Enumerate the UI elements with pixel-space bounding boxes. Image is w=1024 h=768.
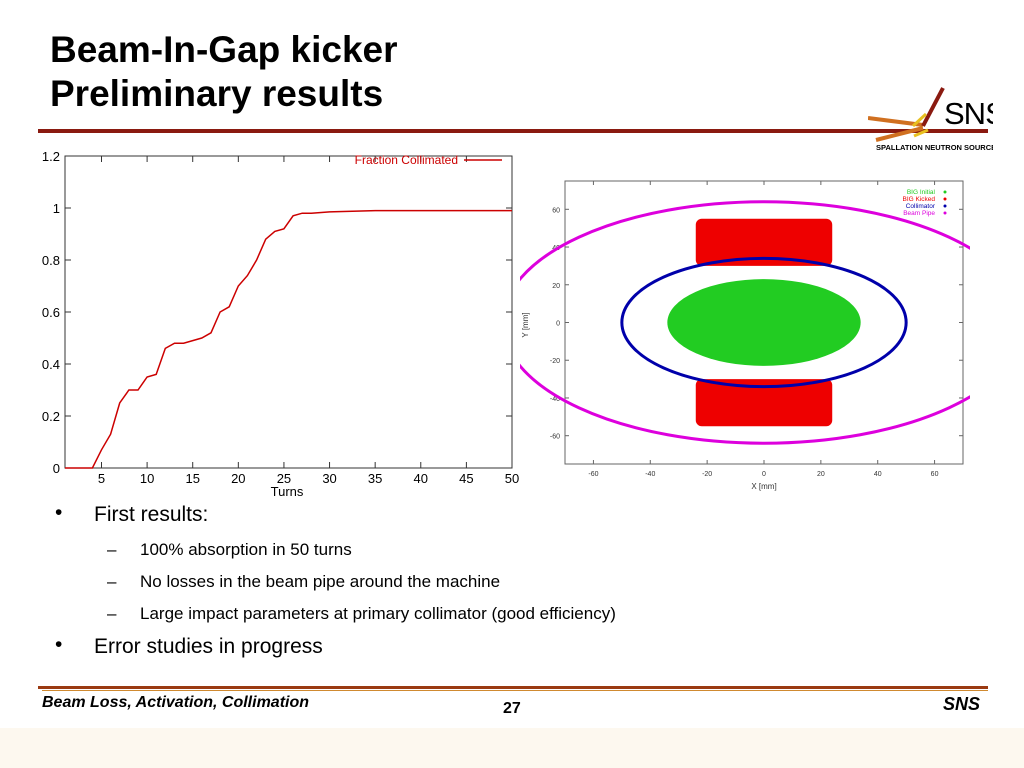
y-tick-label: 0.6 [42,305,60,320]
x-tick-label: 5 [98,471,105,486]
title-rule [38,129,988,133]
x-tick-label: 25 [277,471,291,486]
initial-beam-ellipse [667,279,861,366]
x-tick-label: 10 [140,471,154,486]
x-tick-label: -60 [588,471,598,478]
bullet-glyph: • [55,501,63,524]
legend-marker [943,204,947,208]
fraction-collimated-chart: 0 0.2 0.4 0.6 0.8 1 1.2 5 10 15 20 25 30 35 40 45 50 Fr… [42,150,519,499]
legend-label: Collimator [906,203,936,210]
legend-label: Fraction Collimated [355,153,458,167]
sub-bullet-text: No losses in the beam pipe around the ma… [140,572,501,591]
legend-marker [943,190,947,194]
x-axis-label: X [mm] [751,482,776,491]
y-tick-label: 20 [552,283,560,290]
y-tick-label: 1 [53,201,60,216]
y-tick-label: 0.2 [42,409,60,424]
sns-logo: SNS SPALLATION NEUTRON SOURCE [868,87,993,152]
legend-label: Beam Pipe [903,210,935,217]
collimator-ellipse [620,256,908,389]
sub-bullet-item: – Large impact parameters at primary col… [52,600,932,632]
kicked-band-top [695,218,833,266]
x-tick-label: 20 [231,471,245,486]
x-tick-label: 35 [368,471,382,486]
y-tick-label: 0.8 [42,253,60,268]
bullet-item: • Error studies in progress [52,632,932,668]
dash-glyph: – [107,572,117,591]
legend-label: BIG Kicked [902,196,935,203]
y-axis-label: Y [mm] [521,312,530,337]
y-tick-label: -20 [550,358,560,365]
page-number: 27 [503,700,521,717]
x-tick-label: 60 [931,471,939,478]
bullet-glyph: • [55,633,63,656]
footer-rule-accent [42,690,988,691]
x-tick-label: 40 [874,471,882,478]
y-tick-label: 0 [556,321,560,328]
legend-marker [943,211,947,215]
logo-text: SNS [944,96,993,131]
bullet-text: First results: [94,503,209,526]
y-tick-label: -60 [550,434,560,441]
x-tick-label: 30 [322,471,336,486]
x-tick-label: 50 [505,471,519,486]
footer-rule [38,686,988,689]
x-axis-label: Turns [271,484,304,499]
kicked-band-bottom [695,379,833,427]
x-tick-label: 15 [185,471,199,486]
dash-glyph: – [107,604,117,623]
bullet-text: Error studies in progress [94,635,323,658]
bullet-list: • First results: – 100% absorption in 50… [52,500,932,668]
footer-org: SNS [943,694,981,714]
x-tick-label: 20 [817,471,825,478]
sub-bullet-text: Large impact parameters at primary colli… [140,604,616,623]
fraction-collimated-line [65,209,512,469]
x-tick-label: -20 [702,471,712,478]
footer-section-title: Beam Loss, Activation, Collimation [42,694,310,711]
plot-frame [64,155,513,469]
sub-bullet-item: – 100% absorption in 50 turns [52,536,932,568]
title-line-1: Beam-In-Gap kicker [50,29,398,70]
bullet-item: • First results: [52,500,932,536]
y-tick-label: 0.4 [42,357,60,372]
y-tick-label: 0 [53,461,60,476]
legend-marker [943,197,947,201]
title-line-2: Preliminary results [50,73,384,114]
y-tick-label: 1.2 [42,150,60,164]
x-tick-label: -40 [645,471,655,478]
x-tick-label: 0 [762,471,766,478]
y-tick-label: -40 [550,396,560,403]
sub-bullet-item: – No losses in the beam pipe around the … [52,568,932,600]
legend-label: BIG Initial [907,189,936,196]
logo-subtext: SPALLATION NEUTRON SOURCE [876,143,993,152]
sub-bullet-text: 100% absorption in 50 turns [140,540,352,559]
y-tick-label: 60 [552,207,560,214]
beam-pipe-ellipse [520,200,970,445]
x-tick-label: 40 [414,471,428,486]
slide: Beam-In-Gap kicker Preliminary results S… [0,0,1024,728]
slide-title: Beam-In-Gap kicker Preliminary results [50,28,398,116]
dash-glyph: – [107,540,117,559]
x-tick-label: 45 [459,471,473,486]
